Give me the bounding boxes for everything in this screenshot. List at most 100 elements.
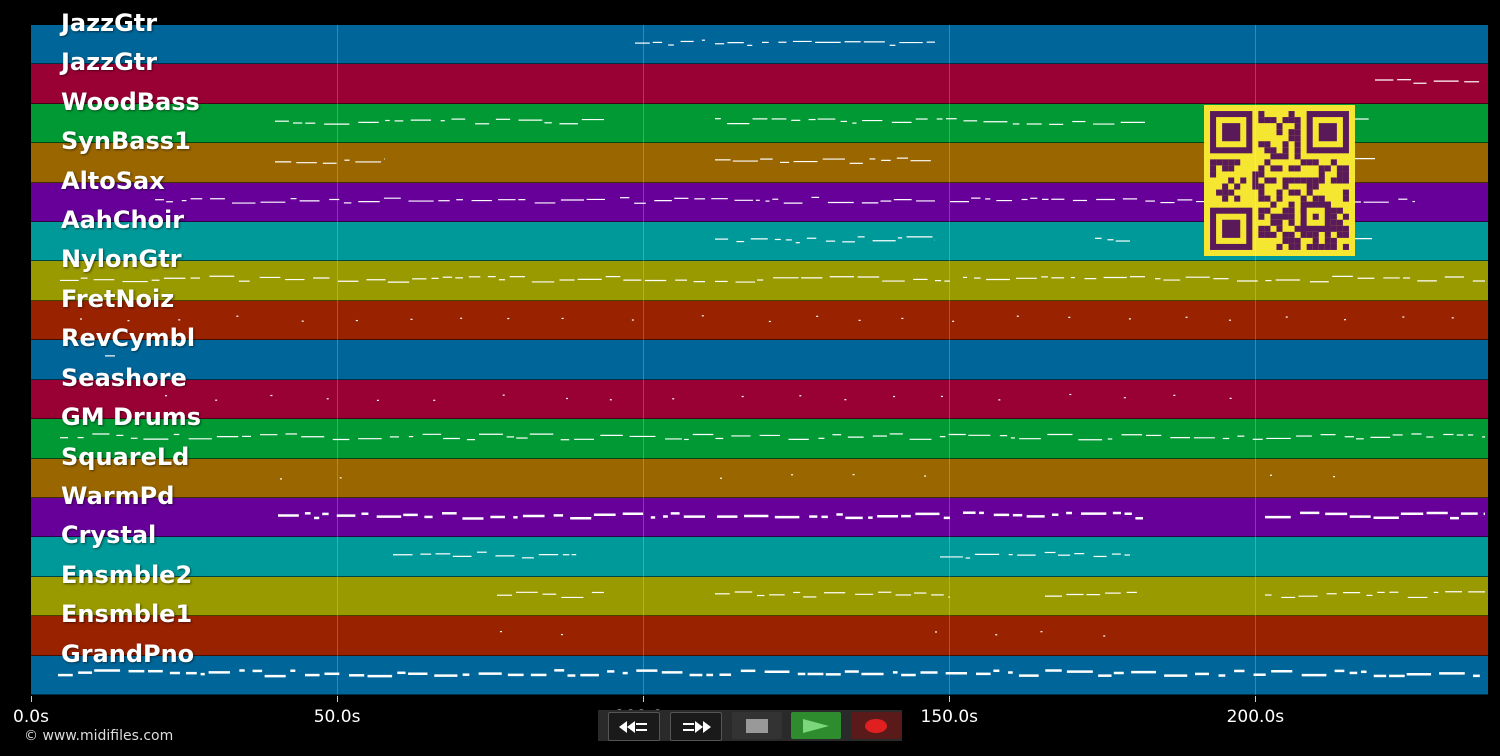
qr-module xyxy=(1312,231,1319,238)
qr-module xyxy=(1222,189,1229,196)
play-button[interactable] xyxy=(791,712,841,739)
grid-line xyxy=(643,25,645,695)
record-button[interactable] xyxy=(851,712,901,739)
rewind-icon xyxy=(619,720,647,733)
qr-module xyxy=(1288,177,1295,184)
track-lane[interactable] xyxy=(31,458,1488,498)
qr-module xyxy=(1318,171,1325,178)
fast-forward-icon xyxy=(683,720,711,733)
qr-module xyxy=(1282,231,1289,238)
qr-module xyxy=(1222,195,1229,202)
qr-module xyxy=(1216,189,1223,196)
transport-bar xyxy=(598,710,902,741)
qr-module xyxy=(1270,153,1277,160)
track-lane[interactable] xyxy=(31,261,1488,301)
qr-module xyxy=(1264,207,1271,214)
qr-module xyxy=(1318,165,1325,172)
qr-module xyxy=(1342,243,1349,250)
qr-module xyxy=(1222,165,1229,172)
qr-module xyxy=(1300,177,1307,184)
track-lane[interactable] xyxy=(31,576,1488,617)
qr-module xyxy=(1342,213,1349,220)
track-label: GM Drums xyxy=(61,403,202,432)
qr-module xyxy=(1342,189,1349,196)
qr-module xyxy=(1264,177,1271,184)
track-label: GrandPno xyxy=(61,639,195,668)
qr-module xyxy=(1306,189,1313,196)
qr-module xyxy=(1336,165,1343,172)
qr-module xyxy=(1282,183,1289,190)
track-label: WarmPd xyxy=(61,481,175,510)
qr-module xyxy=(1258,231,1265,238)
track-lane[interactable] xyxy=(31,25,1488,65)
qr-module xyxy=(1324,231,1331,238)
qr-module xyxy=(1222,123,1241,142)
qr-module xyxy=(1288,165,1295,172)
stop-icon xyxy=(746,718,768,733)
qr-module xyxy=(1216,159,1223,166)
qr-module xyxy=(1318,123,1337,142)
qr-module xyxy=(1306,159,1313,166)
qr-module xyxy=(1300,159,1307,166)
qr-module xyxy=(1276,213,1283,220)
qr-module xyxy=(1342,165,1349,172)
track-label: SquareLd xyxy=(61,442,190,471)
qr-module xyxy=(1288,231,1295,238)
qr-module xyxy=(1252,177,1259,184)
qr-module xyxy=(1252,183,1259,190)
qr-module xyxy=(1294,117,1301,124)
time-tick xyxy=(949,696,951,702)
qr-module xyxy=(1288,243,1295,250)
qr-module xyxy=(1294,237,1301,244)
track-label: Crystal xyxy=(61,521,157,550)
qr-module xyxy=(1228,165,1235,172)
qr-module xyxy=(1342,177,1349,184)
qr-module xyxy=(1234,159,1241,166)
qr-module xyxy=(1294,153,1301,160)
qr-module xyxy=(1294,123,1301,130)
qr-module xyxy=(1270,201,1277,208)
qr-module xyxy=(1234,195,1241,202)
qr-module xyxy=(1294,147,1301,154)
track-lane[interactable] xyxy=(31,497,1488,538)
qr-module xyxy=(1276,195,1283,202)
time-tick xyxy=(337,696,339,702)
qr-module xyxy=(1210,171,1217,178)
qr-module xyxy=(1342,195,1349,202)
qr-module xyxy=(1312,243,1319,250)
qr-module xyxy=(1282,153,1289,160)
qr-module xyxy=(1324,237,1331,244)
qr-module xyxy=(1264,225,1271,232)
qr-module xyxy=(1264,231,1271,238)
qr-module xyxy=(1288,111,1295,118)
track-lane[interactable] xyxy=(31,300,1488,341)
track-label: SynBass1 xyxy=(61,127,191,156)
record-icon xyxy=(865,718,887,733)
track-lane[interactable] xyxy=(31,340,1488,380)
qr-module xyxy=(1294,225,1301,232)
qr-module xyxy=(1276,165,1283,172)
qr-module xyxy=(1294,165,1301,172)
qr-module xyxy=(1270,177,1277,184)
track-lane[interactable] xyxy=(31,655,1488,695)
rewind-button[interactable] xyxy=(608,712,660,741)
qr-module xyxy=(1270,165,1277,172)
qr-module xyxy=(1288,207,1295,214)
track-lane[interactable] xyxy=(31,616,1488,656)
qr-module xyxy=(1228,189,1235,196)
qr-module xyxy=(1276,225,1283,232)
qr-module xyxy=(1330,225,1337,232)
track-label: Ensmble1 xyxy=(61,600,193,629)
stop-button[interactable] xyxy=(732,712,782,739)
track-lane[interactable] xyxy=(31,379,1488,420)
qr-module xyxy=(1300,195,1307,202)
qr-module xyxy=(1342,231,1349,238)
time-tick-label: 150.0s xyxy=(920,707,979,727)
qr-module xyxy=(1300,231,1307,238)
track-lane[interactable] xyxy=(31,419,1488,459)
track-lane[interactable] xyxy=(31,64,1488,104)
fast-forward-button[interactable] xyxy=(670,712,722,741)
qr-module xyxy=(1312,159,1319,166)
track-lane[interactable] xyxy=(31,537,1488,577)
qr-module xyxy=(1282,237,1289,244)
